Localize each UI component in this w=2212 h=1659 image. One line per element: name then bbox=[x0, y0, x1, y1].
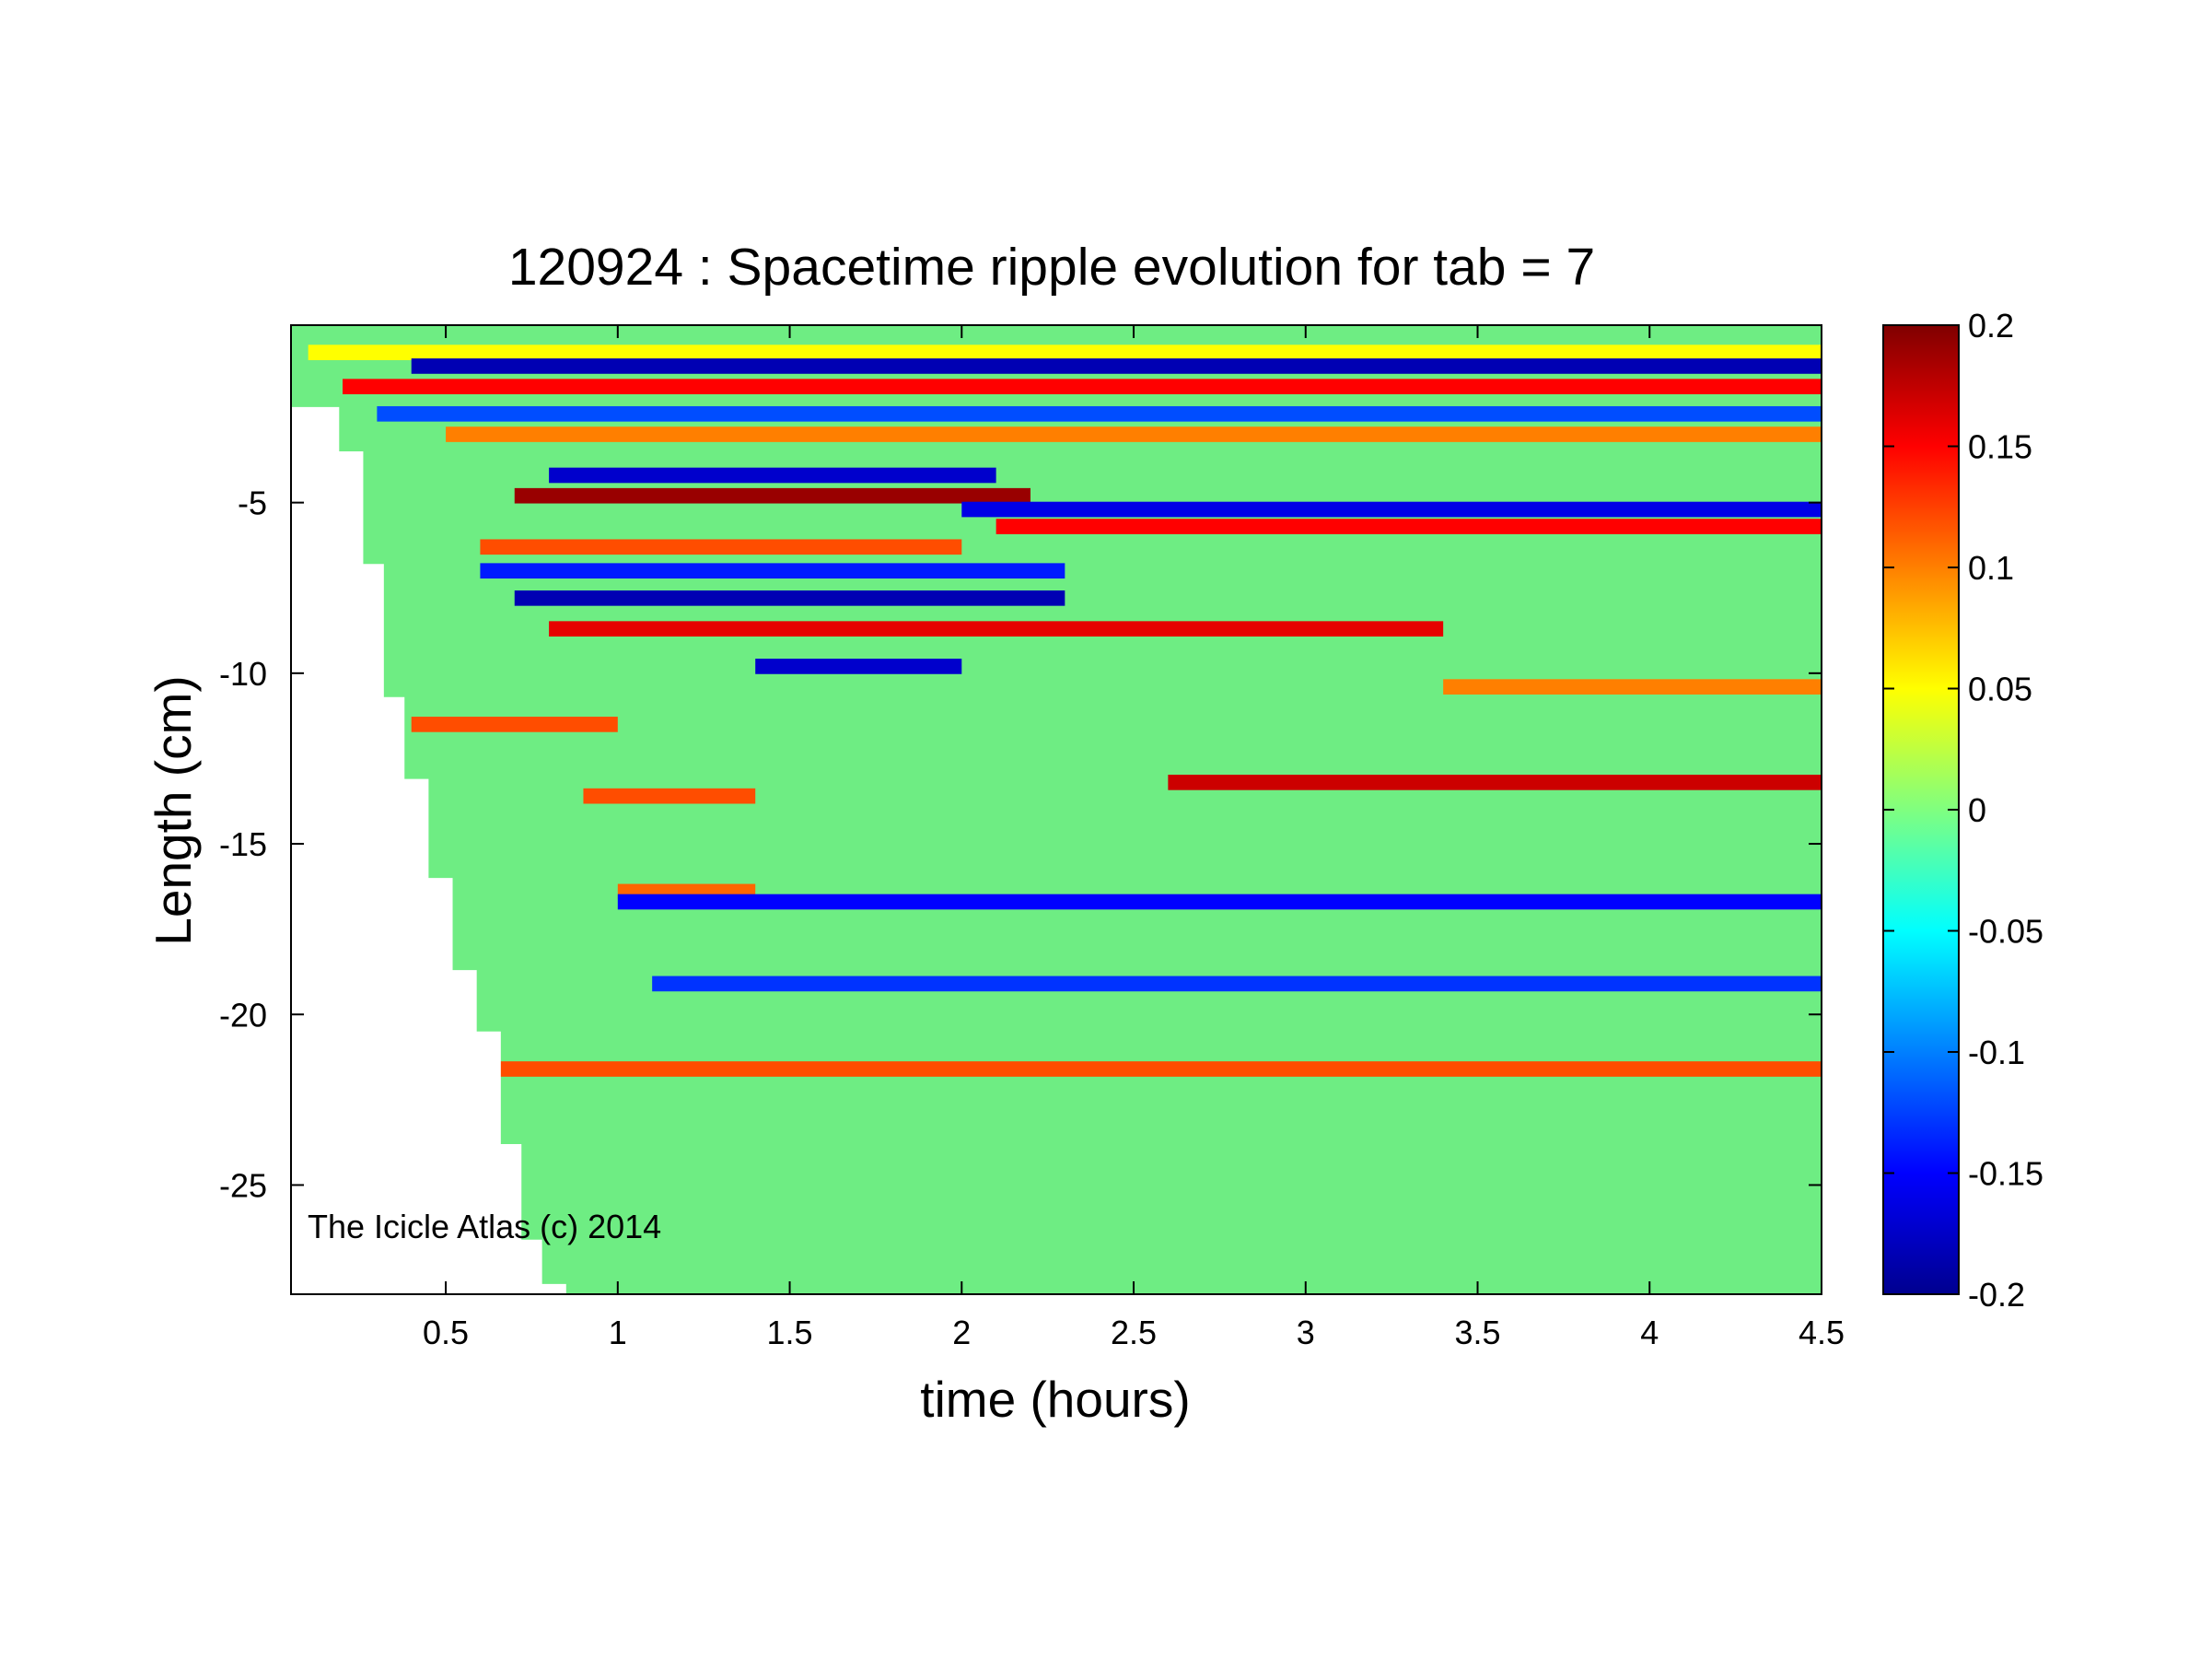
heatmap-band bbox=[514, 590, 1065, 606]
heatmap-band bbox=[549, 467, 996, 484]
heatmap-bands bbox=[308, 345, 1822, 1077]
y-tick-label: -25 bbox=[219, 1166, 267, 1204]
heatmap-band bbox=[583, 788, 756, 804]
colorbar-tick-label: 0 bbox=[1968, 791, 1986, 829]
x-tick-label: 1.5 bbox=[767, 1314, 813, 1351]
heatmap-area bbox=[291, 325, 1822, 1294]
heatmap-band bbox=[549, 621, 1444, 637]
heatmap-background bbox=[291, 325, 1822, 1294]
heatmap-band bbox=[308, 345, 1822, 360]
x-tick-label: 2.5 bbox=[1111, 1314, 1157, 1351]
colorbar-tick-label: -0.1 bbox=[1968, 1034, 2025, 1071]
x-tick-label: 1 bbox=[609, 1314, 627, 1351]
x-axis-ticks: 0.5 1 1.5 2 2.5 3 3.5 4 4.5 bbox=[423, 325, 1845, 1351]
y-tick-label: -10 bbox=[219, 655, 267, 693]
heatmap-band bbox=[755, 659, 962, 674]
x-tick-label: 4 bbox=[1640, 1314, 1659, 1351]
y-axis-label: Length (cm) bbox=[145, 675, 202, 945]
heatmap-band bbox=[446, 426, 1822, 442]
x-tick-label: 3.5 bbox=[1454, 1314, 1500, 1351]
x-tick-label: 4.5 bbox=[1799, 1314, 1845, 1351]
heatmap-band bbox=[411, 717, 618, 732]
watermark-text: The Icicle Atlas (c) 2014 bbox=[308, 1208, 661, 1245]
y-axis-ticks: -5 -10 -15 -20 -25 bbox=[219, 485, 1822, 1204]
y-tick-label: -20 bbox=[219, 996, 267, 1034]
onset-mask bbox=[291, 406, 566, 1294]
colorbar bbox=[1882, 324, 1960, 1295]
x-tick-label: 3 bbox=[1297, 1314, 1315, 1351]
heatmap-band bbox=[411, 358, 1822, 374]
chart-title: 120924 : Spacetime ripple evolution for … bbox=[508, 238, 1595, 297]
heatmap-band bbox=[652, 976, 1822, 992]
x-tick-label: 2 bbox=[952, 1314, 971, 1351]
colorbar-tick-label: -0.05 bbox=[1968, 913, 2043, 951]
heatmap-band bbox=[961, 501, 1822, 518]
colorbar-ticks: 0.2 0.15 0.1 0.05 0 -0.05 -0.1 -0.15 -0.2 bbox=[1883, 307, 2043, 1314]
heatmap-band bbox=[480, 539, 962, 555]
colorbar-tick-label: 0.1 bbox=[1968, 549, 2014, 587]
heatmap-band bbox=[1168, 775, 1822, 790]
x-axis-label: time (hours) bbox=[920, 1371, 1190, 1428]
colorbar-tick-label: 0.2 bbox=[1968, 307, 2014, 345]
colorbar-tick-label: 0.05 bbox=[1968, 671, 2032, 708]
heatmap-band bbox=[480, 563, 1065, 579]
heatmap-band bbox=[617, 894, 1822, 910]
x-tick-label: 0.5 bbox=[423, 1314, 469, 1351]
plot-frame bbox=[290, 324, 1822, 1295]
heatmap-band bbox=[514, 487, 1030, 504]
heatmap-band bbox=[1443, 679, 1822, 695]
heatmap-band bbox=[343, 379, 1822, 395]
heatmap-band bbox=[995, 519, 1822, 534]
heatmap-band bbox=[377, 405, 1822, 422]
y-tick-label: -15 bbox=[219, 825, 267, 863]
colorbar-tick-label: 0.15 bbox=[1968, 428, 2032, 466]
colorbar-tick-label: -0.15 bbox=[1968, 1155, 2043, 1193]
colorbar-tick-label: -0.2 bbox=[1968, 1276, 2025, 1314]
y-tick-label: -5 bbox=[238, 485, 267, 522]
heatmap-band bbox=[480, 1061, 1822, 1077]
